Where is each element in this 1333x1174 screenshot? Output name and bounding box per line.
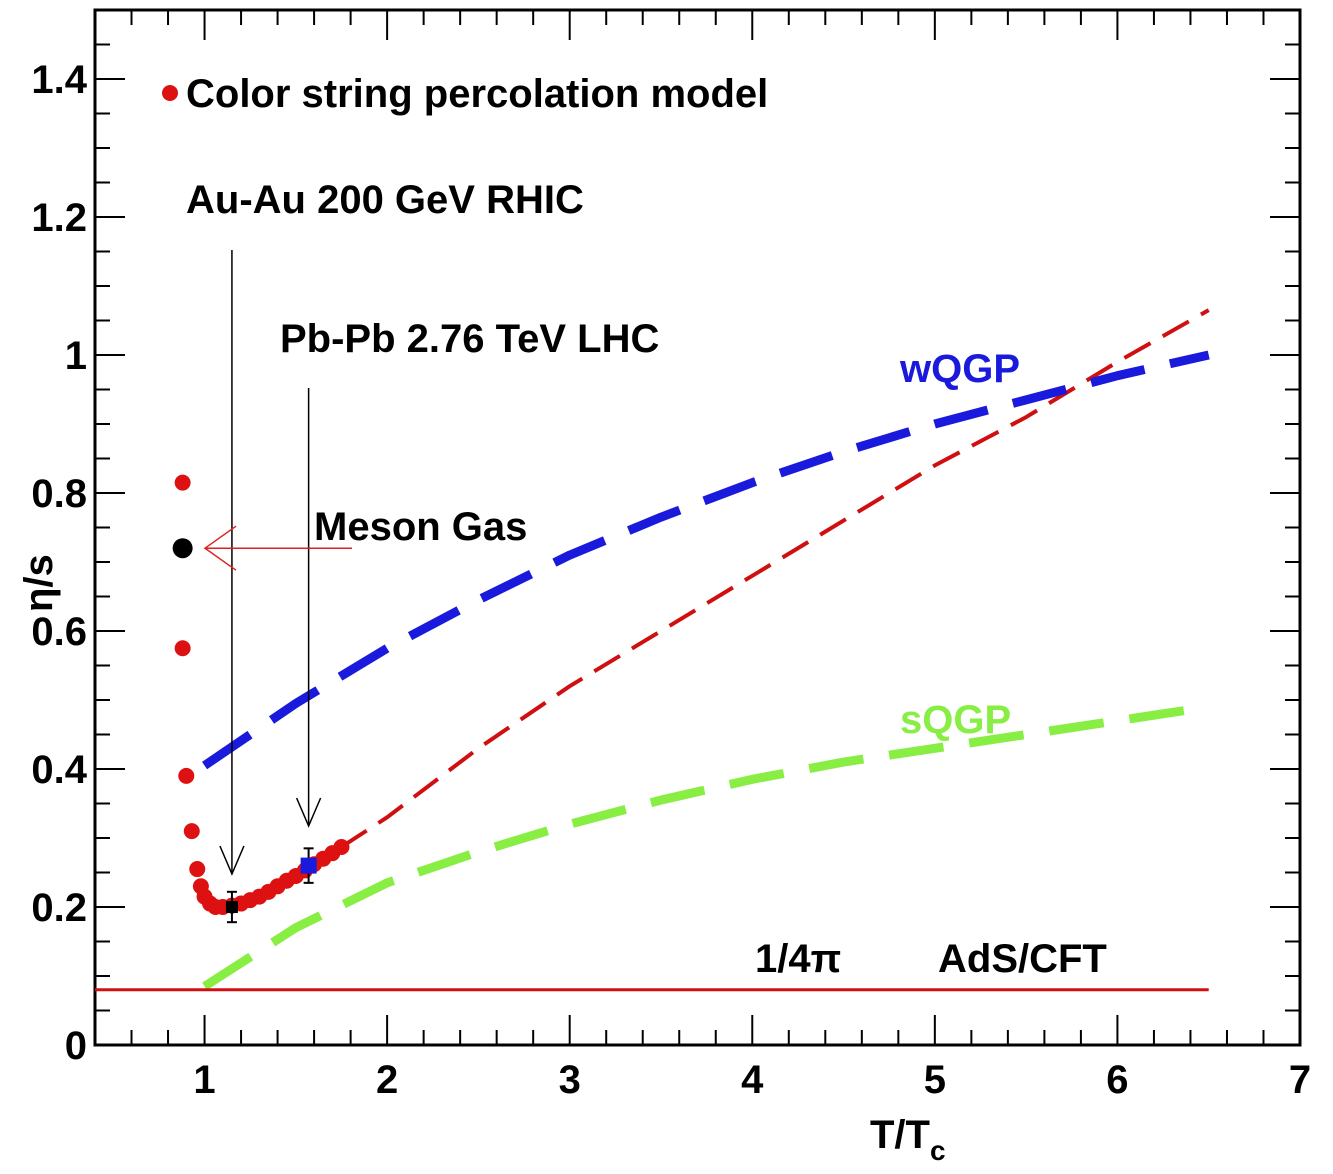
curves — [95, 308, 1210, 992]
x-axis-title: T/Tc — [870, 1113, 946, 1166]
rhic-arrow-head — [219, 845, 245, 876]
rhic-point — [225, 901, 238, 913]
data-points — [172, 474, 350, 924]
legend-marker — [162, 85, 178, 101]
axis-ticks — [94, 9, 1301, 1046]
annotation-rhic: Au-Au 200 GeV RHIC — [186, 178, 584, 222]
y-tick-label: 0.4 — [31, 748, 87, 792]
annotation-sqgp: sQGP — [900, 698, 1011, 742]
x-tick-label: 1 — [193, 1058, 215, 1102]
sqgp-line — [202, 702, 1210, 991]
annotation-lhc: Pb-Pb 2.76 TeV LHC — [280, 317, 659, 361]
y-tick-label: 0 — [65, 1024, 87, 1068]
x-axis-title-sub: c — [930, 1135, 946, 1166]
x-tick-label: 2 — [376, 1058, 398, 1102]
y-axis-title: η/s — [17, 554, 61, 612]
arrows — [203, 250, 352, 876]
wqgp-line — [202, 350, 1210, 770]
y-tick-label: 1.4 — [31, 58, 87, 102]
percolation-point — [178, 767, 195, 784]
annotation-adscft: AdS/CFT — [938, 937, 1107, 981]
x-tick-label: 6 — [1106, 1058, 1128, 1102]
y-tick-label: 1 — [65, 334, 87, 378]
x-tick-label: 3 — [559, 1058, 581, 1102]
tick-labels: 1 2 3 4 5 6 7 0 0.2 0.4 0.6 0.8 1 1.2 1.4 — [31, 58, 1311, 1102]
percolation-point — [183, 823, 200, 840]
percolation-point — [174, 640, 191, 657]
x-tick-label: 5 — [924, 1058, 946, 1102]
legend-label: Color string percolation model — [186, 72, 768, 116]
lhc-arrow-head — [295, 797, 322, 828]
y-tick-label: 0.8 — [31, 472, 87, 516]
percolation-point — [333, 838, 350, 855]
x-tick-label: 4 — [741, 1058, 764, 1102]
meson-gas-arrow-head — [203, 525, 237, 571]
x-tick-label: 7 — [1289, 1058, 1311, 1102]
percolation-point — [189, 861, 206, 878]
y-tick-label: 0.2 — [31, 886, 87, 930]
y-tick-label: 0.6 — [31, 610, 87, 654]
y-tick-label: 1.2 — [31, 196, 87, 240]
meson-gas-point — [172, 538, 193, 559]
annotation-wqgp: wQGP — [899, 347, 1020, 391]
annotation-meson-gas: Meson Gas — [314, 505, 527, 549]
percolation-point — [174, 474, 191, 491]
lhc-point — [300, 857, 317, 874]
annotation-quarter-pi: 1/4π — [755, 937, 841, 981]
percolation-extrapolation-line — [340, 308, 1210, 849]
